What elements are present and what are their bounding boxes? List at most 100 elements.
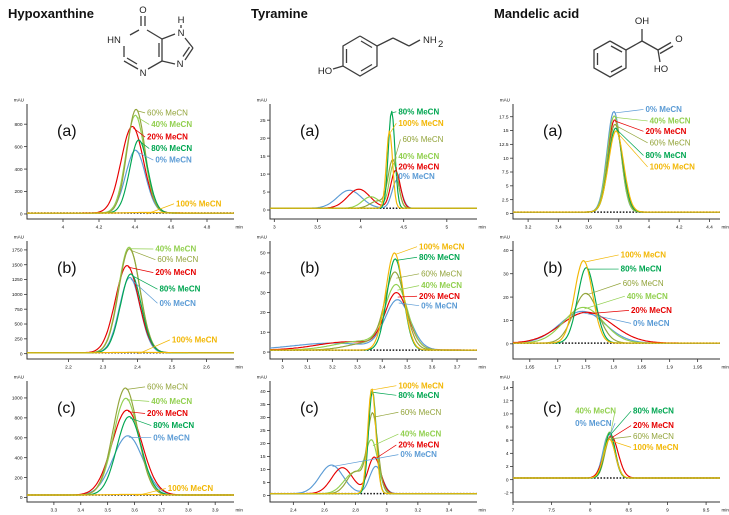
y-tick-label: 5 xyxy=(506,184,509,190)
y-tick-label: 6 xyxy=(506,438,509,444)
legend-leader-line xyxy=(127,266,154,273)
y-axis-unit-label: mAU xyxy=(500,98,510,103)
legend-label-20mecn: 20% MeCN xyxy=(147,133,188,142)
y-axis-unit-label: mAU xyxy=(257,375,267,380)
legend-leader-line xyxy=(130,278,158,304)
legend-leader-line xyxy=(131,275,158,290)
compound-title-mandelic-acid: Mandelic acid xyxy=(494,6,580,21)
y-tick-label: 12 xyxy=(503,398,509,404)
panel-letter: (c) xyxy=(57,400,76,417)
y-tick-label: 40 xyxy=(503,248,509,254)
y-tick-label: 40 xyxy=(260,389,266,395)
legend-label-80mecn: 80% MeCN xyxy=(621,265,662,274)
chromatogram-hypoxanthine-c: 0 200 400 600 800 1000 3.3 3.4 3.5 3.6 3.7 3.8 3.9 mA… xyxy=(12,375,243,514)
x-tick-label: 5 xyxy=(445,225,448,231)
legend-label-80mecn: 80% MeCN xyxy=(398,391,439,400)
atom-label-n9: N xyxy=(177,59,184,70)
legend-leader-line xyxy=(610,440,632,448)
legend-leader-line xyxy=(138,339,171,355)
legend-label-80mecn: 80% MeCN xyxy=(398,107,439,116)
x-tick-label: 8 xyxy=(589,508,592,514)
legend-leader-line xyxy=(583,312,632,324)
legend-label-0mecn: 0% MeCN xyxy=(159,299,196,308)
y-tick-label: 800 xyxy=(14,122,22,128)
x-tick-label: 3.9 xyxy=(212,508,219,514)
x-tick-label: 3.5 xyxy=(104,508,111,514)
y-axis-unit-label: mAU xyxy=(500,375,510,380)
y-tick-label: 10 xyxy=(260,172,266,178)
legend-leader-line xyxy=(615,125,648,144)
y-tick-label: 600 xyxy=(14,435,22,441)
atom-label-n7: N xyxy=(178,28,185,39)
legend-leader-line xyxy=(332,454,399,467)
x-tick-label: 3.5 xyxy=(404,365,411,371)
legend-leader-line xyxy=(614,109,644,114)
chromatogram-mandelic-acid-b: 0 10 20 30 40 1.65 1.7 1.75 1.8 1.85 1.9 1.95 mAU min… xyxy=(500,235,729,371)
axis-lines xyxy=(26,104,234,220)
y-tick-label: 15 xyxy=(503,128,509,134)
axis-lines xyxy=(512,104,720,220)
x-tick-label: 9 xyxy=(666,508,669,514)
legend-label-80mecn: 80% MeCN xyxy=(633,407,674,416)
legend-label-40mecn: 40% MeCN xyxy=(151,120,192,129)
legend-label-0mecn: 0% MeCN xyxy=(421,301,458,310)
legend-label-0mecn: 0% MeCN xyxy=(153,433,190,442)
x-tick-label: 8.5 xyxy=(626,508,633,514)
x-tick-label: 4 xyxy=(62,225,65,231)
x-tick-label: 3.8 xyxy=(615,225,622,231)
y-tick-label: 2.5 xyxy=(502,197,509,203)
legend-label-80mecn: 80% MeCN xyxy=(159,285,200,294)
y-tick-label: 1000 xyxy=(12,292,23,298)
x-tick-label: 4 xyxy=(648,225,651,231)
y-tick-label: 20 xyxy=(260,136,266,142)
panel-letter: (b) xyxy=(543,260,563,277)
x-tick-label: 4.8 xyxy=(204,225,211,231)
legend-label-40mecn: 40% MeCN xyxy=(627,292,668,301)
y-axis-unit-label: mAU xyxy=(14,375,24,380)
legend-label-60mecn: 60% MeCN xyxy=(402,135,443,144)
curve-100mecn xyxy=(270,130,477,209)
y-tick-label: 800 xyxy=(14,416,22,422)
legend-label-20mecn: 20% MeCN xyxy=(398,441,439,450)
x-axis-unit-label: min xyxy=(236,225,244,230)
chromatogram-hypoxanthine-b: 0 250 500 750 1000 1250 1500 1750 2.2 2.3 2.4 2.5 2.… xyxy=(12,235,243,371)
legend-leader-line xyxy=(611,436,632,440)
legend-leader-line xyxy=(397,295,418,298)
x-tick-label: 3.1 xyxy=(304,365,311,371)
y-tick-label: 250 xyxy=(14,337,22,343)
legend-leader-line xyxy=(615,117,648,122)
y-tick-label: 10 xyxy=(260,467,266,473)
chromatogram-tyramine-b: 0 10 20 30 40 50 3 3.1 3.2 3.3 3.4 3.5 3.6 3.7 mAU min 1… xyxy=(257,235,486,371)
x-tick-label: 3.3 xyxy=(51,508,58,514)
legend-label-20mecn: 20% MeCN xyxy=(631,306,672,315)
y-tick-label: 750 xyxy=(14,307,22,313)
legend-label-20mecn: 20% MeCN xyxy=(645,127,686,136)
legend-leader-line xyxy=(611,425,632,438)
atom-label-oh: OH xyxy=(635,16,649,27)
y-tick-label: 10 xyxy=(503,156,509,162)
x-tick-label: 2.2 xyxy=(65,365,72,371)
legend-label-100mecn: 100% MeCN xyxy=(398,119,444,128)
x-tick-label: 2.4 xyxy=(290,508,297,514)
x-tick-label: 3.6 xyxy=(131,508,138,514)
x-tick-label: 3.4 xyxy=(77,508,84,514)
y-tick-label: 25 xyxy=(260,428,266,434)
compound-headers: Hypoxanthine O HN N H N N xyxy=(0,0,729,95)
axis-lines xyxy=(26,241,234,360)
x-tick-label: 3.4 xyxy=(379,365,386,371)
y-tick-label: 500 xyxy=(14,322,22,328)
legend-label-60mecn: 60% MeCN xyxy=(147,109,188,118)
y-tick-label: 40 xyxy=(260,270,266,276)
y-tick-label: 200 xyxy=(14,189,22,195)
y-tick-label: 0 xyxy=(20,351,23,357)
x-tick-label: 9.5 xyxy=(703,508,710,514)
atom-label-h7: H xyxy=(178,15,185,26)
y-tick-label: 30 xyxy=(260,415,266,421)
panel-letter: (c) xyxy=(543,400,562,417)
legend-leader-line xyxy=(610,411,616,434)
curve-100mecn xyxy=(513,130,720,213)
curve-20mecn xyxy=(27,409,234,496)
x-tick-label: 3.7 xyxy=(158,508,165,514)
chromatogram-mandelic-acid-a: 0 2.5 5 7.5 10 12.5 15 17.5 3.2 3.4 3.6 3.8 4 4.2 4.4 m… xyxy=(499,98,729,231)
x-tick-label: 1.85 xyxy=(637,365,647,371)
